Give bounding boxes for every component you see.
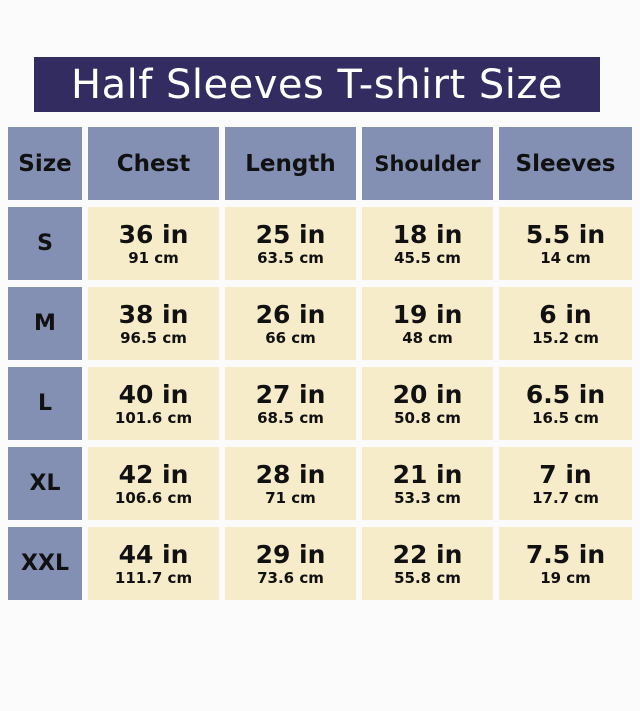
cm-value: 66 cm <box>265 328 316 347</box>
cm-value: 19 cm <box>540 568 591 587</box>
cm-value: 71 cm <box>265 488 316 507</box>
measurement-cell: 21 in 53.3 cm <box>362 447 493 520</box>
cm-value: 53.3 cm <box>394 488 461 507</box>
measurement-cell: 6.5 in 16.5 cm <box>499 367 632 440</box>
cm-value: 111.7 cm <box>114 568 193 587</box>
inch-value: 26 in <box>255 299 326 329</box>
cm-value: 55.8 cm <box>394 568 461 587</box>
inch-value: 40 in <box>118 379 189 409</box>
header-chest: Chest <box>88 127 219 200</box>
size-label: XXL <box>8 527 82 600</box>
inch-value: 44 in <box>118 539 189 569</box>
inch-value: 27 in <box>255 379 326 409</box>
cm-value: 73.6 cm <box>257 568 324 587</box>
measurement-cell: 29 in 73.6 cm <box>225 527 356 600</box>
measurement-cell: 20 in 50.8 cm <box>362 367 493 440</box>
cm-value: 106.6 cm <box>114 488 193 507</box>
measurement-cell: 25 in 63.5 cm <box>225 207 356 280</box>
cm-value: 14 cm <box>540 248 591 267</box>
inch-value: 19 in <box>392 299 463 329</box>
inch-value: 21 in <box>392 459 463 489</box>
cm-value: 63.5 cm <box>257 248 324 267</box>
header-size: Size <box>8 127 82 200</box>
measurement-cell: 28 in 71 cm <box>225 447 356 520</box>
inch-value: 6 in <box>539 299 592 329</box>
cm-value: 15.2 cm <box>532 328 599 347</box>
measurement-cell: 19 in 48 cm <box>362 287 493 360</box>
cm-value: 68.5 cm <box>257 408 324 427</box>
header-shoulder: Shoulder <box>362 127 493 200</box>
inch-value: 7.5 in <box>525 539 606 569</box>
header-sleeves: Sleeves <box>499 127 632 200</box>
measurement-cell: 22 in 55.8 cm <box>362 527 493 600</box>
measurement-cell: 7 in 17.7 cm <box>499 447 632 520</box>
cm-value: 48 cm <box>402 328 453 347</box>
inch-value: 20 in <box>392 379 463 409</box>
measurement-cell: 40 in 101.6 cm <box>88 367 219 440</box>
header-length: Length <box>225 127 356 200</box>
inch-value: 6.5 in <box>525 379 606 409</box>
inch-value: 22 in <box>392 539 463 569</box>
inch-value: 38 in <box>118 299 189 329</box>
measurement-cell: 18 in 45.5 cm <box>362 207 493 280</box>
measurement-cell: 27 in 68.5 cm <box>225 367 356 440</box>
inch-value: 28 in <box>255 459 326 489</box>
size-table: Size Chest Length Shoulder Sleeves S 36 i… <box>8 127 632 600</box>
inch-value: 18 in <box>392 219 463 249</box>
measurement-cell: 26 in 66 cm <box>225 287 356 360</box>
inch-value: 29 in <box>255 539 326 569</box>
size-label: L <box>8 367 82 440</box>
measurement-cell: 6 in 15.2 cm <box>499 287 632 360</box>
page-title: Half Sleeves T-shirt Size <box>34 57 600 112</box>
measurement-cell: 36 in 91 cm <box>88 207 219 280</box>
measurement-cell: 42 in 106.6 cm <box>88 447 219 520</box>
cm-value: 17.7 cm <box>532 488 599 507</box>
cm-value: 45.5 cm <box>394 248 461 267</box>
inch-value: 25 in <box>255 219 326 249</box>
cm-value: 91 cm <box>128 248 179 267</box>
cm-value: 16.5 cm <box>532 408 599 427</box>
measurement-cell: 38 in 96.5 cm <box>88 287 219 360</box>
measurement-cell: 7.5 in 19 cm <box>499 527 632 600</box>
cm-value: 50.8 cm <box>394 408 461 427</box>
inch-value: 5.5 in <box>525 219 606 249</box>
cm-value: 96.5 cm <box>120 328 187 347</box>
size-label: S <box>8 207 82 280</box>
inch-value: 42 in <box>118 459 189 489</box>
measurement-cell: 5.5 in 14 cm <box>499 207 632 280</box>
measurement-cell: 44 in 111.7 cm <box>88 527 219 600</box>
inch-value: 36 in <box>118 219 189 249</box>
cm-value: 101.6 cm <box>114 408 193 427</box>
inch-value: 7 in <box>539 459 592 489</box>
size-label: XL <box>8 447 82 520</box>
size-label: M <box>8 287 82 360</box>
